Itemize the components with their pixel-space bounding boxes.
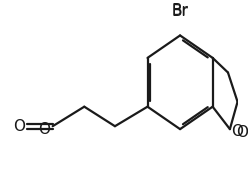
Text: O: O bbox=[13, 119, 25, 134]
Text: O: O bbox=[38, 122, 50, 137]
Text: O: O bbox=[231, 124, 243, 139]
Text: O: O bbox=[236, 125, 248, 140]
Text: Br: Br bbox=[172, 4, 188, 19]
Text: Br: Br bbox=[172, 3, 188, 18]
